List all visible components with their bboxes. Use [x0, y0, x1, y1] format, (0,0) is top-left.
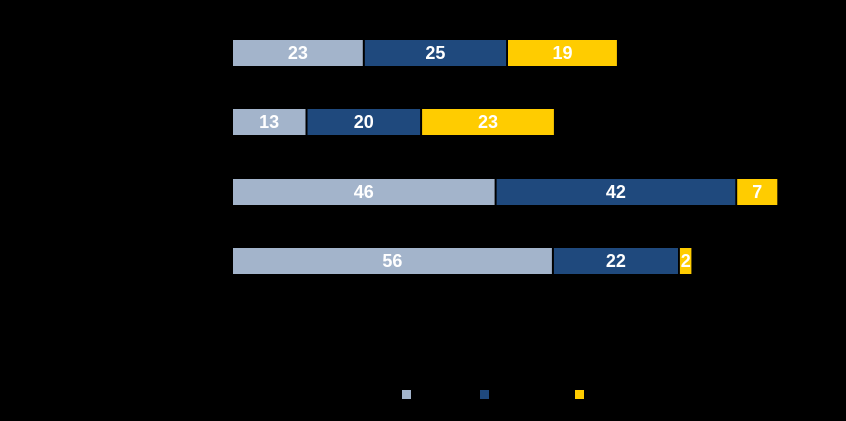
data-label-row3-series3: 7 — [752, 182, 762, 202]
bar-segment-row2-series2 — [307, 109, 421, 135]
bar-segment-row4-series3 — [679, 248, 692, 274]
data-label-row4-series3: 2 — [681, 251, 691, 271]
legend — [402, 390, 584, 399]
data-label-row4-series1: 56 — [382, 251, 402, 271]
bar-segment-row2-series3 — [422, 109, 554, 135]
data-label-row4-series2: 22 — [606, 251, 626, 271]
bar-segment-row1-series1 — [233, 40, 363, 66]
bar-segment-row1-series3 — [508, 40, 617, 66]
data-label-row3-series2: 42 — [606, 182, 626, 202]
legend-swatch-series3 — [575, 390, 584, 399]
bar-segment-row3-series3 — [737, 179, 778, 205]
data-label-row2-series2: 20 — [354, 112, 374, 132]
legend-swatch-series1 — [402, 390, 411, 399]
bars-layer — [233, 40, 778, 274]
data-label-row1-series2: 25 — [425, 43, 445, 63]
bar-segment-row4-series1 — [233, 248, 552, 274]
bar-segment-row2-series1 — [233, 109, 306, 135]
data-label-row3-series1: 46 — [354, 182, 374, 202]
data-label-row2-series3: 23 — [478, 112, 498, 132]
bar-segment-row3-series1 — [233, 179, 495, 205]
bar-segment-row1-series2 — [364, 40, 507, 66]
legend-swatch-series2 — [480, 390, 489, 399]
bar-segment-row3-series2 — [496, 179, 736, 205]
data-label-row1-series1: 23 — [288, 43, 308, 63]
bar-segment-row4-series2 — [553, 248, 678, 274]
data-label-row1-series3: 19 — [552, 43, 572, 63]
data-label-row2-series1: 13 — [259, 112, 279, 132]
